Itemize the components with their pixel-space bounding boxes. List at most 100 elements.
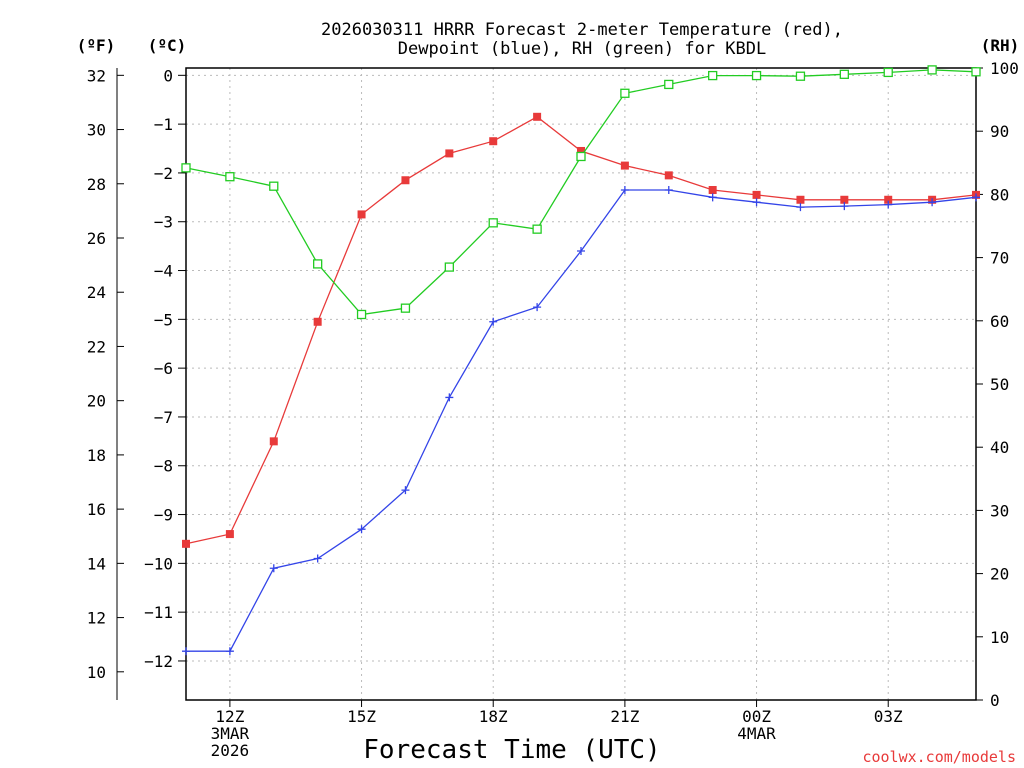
celsius-tick-label: −5 — [154, 310, 173, 329]
celsius-tick-label: −10 — [144, 554, 173, 573]
celsius-tick-label: −9 — [154, 506, 173, 525]
celsius-tick-label: −1 — [154, 115, 173, 134]
celsius-tick-label: −11 — [144, 603, 173, 622]
fahrenheit-tick-label: 32 — [87, 66, 106, 85]
dewpoint-marker — [182, 647, 190, 656]
dewpoint-marker — [796, 203, 805, 212]
fahrenheit-tick-label: 26 — [87, 229, 106, 248]
rh-marker — [971, 67, 981, 77]
rh-tick-label: 50 — [990, 375, 1009, 394]
rh-marker — [751, 70, 762, 81]
celsius-tick-label: −2 — [154, 164, 173, 183]
dewpoint-marker — [225, 647, 234, 656]
rh-tick-label: 60 — [990, 312, 1009, 331]
rh-tick-label: 100 — [990, 59, 1019, 78]
fahrenheit-unit-label: (ºF) — [77, 36, 116, 55]
dewpoint-line — [186, 189, 977, 652]
rh-marker — [576, 151, 586, 162]
dewpoint-marker — [972, 193, 980, 202]
rh-marker — [269, 181, 279, 191]
temperature-marker — [401, 176, 410, 185]
celsius-tick-label: −7 — [154, 408, 173, 427]
temperature-line — [185, 116, 977, 545]
x-axis-label: Forecast Time (UTC) — [363, 735, 660, 765]
fahrenheit-tick-label: 28 — [87, 175, 106, 194]
rh-marker — [356, 309, 367, 320]
rh-tick-label: 80 — [990, 185, 1009, 204]
celsius-tick-label: −4 — [154, 262, 173, 281]
credit-text: coolwx.com/models — [862, 748, 1016, 766]
fahrenheit-tick-label: 10 — [87, 663, 106, 682]
rh-unit-label: (RH) — [981, 36, 1020, 55]
dewpoint-marker — [445, 393, 454, 402]
rh-tick-label: 70 — [990, 249, 1009, 268]
temperature-marker — [620, 161, 629, 170]
rh-marker — [181, 163, 191, 173]
temperature-marker — [533, 112, 542, 121]
series-layer — [181, 65, 981, 656]
temperature-marker — [664, 171, 673, 180]
rh-marker — [225, 172, 235, 182]
rh-line — [185, 69, 977, 316]
rh-marker — [708, 70, 718, 81]
rh-marker — [620, 88, 630, 98]
dewpoint-marker — [357, 525, 366, 534]
temperature-marker — [225, 530, 234, 539]
rh-marker — [313, 259, 323, 269]
x-tick-label: 12Z — [215, 707, 244, 726]
celsius-tick-label: −6 — [154, 359, 173, 378]
chart-title-line-2: Dewpoint (blue), RH (green) for KBDL — [398, 39, 766, 59]
temperature-marker — [445, 149, 454, 158]
gridlines — [186, 68, 976, 700]
dewpoint-marker — [752, 198, 761, 207]
dewpoint-marker — [708, 193, 717, 202]
x-tick-label: 2026 — [211, 741, 250, 760]
rh-marker — [927, 65, 937, 75]
chart-title-line-1: 2026030311 HRRR Forecast 2-meter Tempera… — [321, 20, 843, 40]
temperature-marker — [884, 195, 893, 204]
dewpoint-marker — [620, 186, 629, 195]
temperature-marker — [313, 317, 322, 326]
x-tick-label: 3MAR — [211, 724, 250, 743]
rh-tick-label: 40 — [990, 438, 1009, 457]
dewpoint-marker — [401, 486, 410, 495]
rh-tick-label: 0 — [990, 691, 1000, 710]
fahrenheit-tick-label: 30 — [87, 121, 106, 140]
dewpoint-marker — [884, 200, 893, 209]
fahrenheit-tick-label: 16 — [87, 500, 106, 519]
dewpoint-marker — [664, 186, 673, 195]
dewpoint-marker — [269, 564, 278, 573]
x-tick-label: 18Z — [479, 707, 508, 726]
temperature-marker — [752, 190, 761, 199]
rh-tick-label: 30 — [990, 501, 1009, 520]
temperature-marker — [182, 539, 190, 548]
x-tick-label: 21Z — [610, 707, 639, 726]
celsius-tick-label: −3 — [154, 213, 173, 232]
rh-marker — [444, 262, 454, 272]
x-tick-label: 03Z — [874, 707, 903, 726]
dewpoint-marker — [840, 202, 849, 211]
temperature-marker — [708, 186, 717, 195]
dewpoint-marker — [577, 247, 585, 256]
fahrenheit-tick-label: 24 — [87, 283, 106, 302]
dewpoint-marker — [313, 554, 322, 563]
rh-marker — [532, 224, 542, 234]
dewpoint-marker — [533, 303, 542, 312]
rh-tick-label: 20 — [990, 565, 1009, 584]
x-tick-label: 4MAR — [737, 724, 776, 743]
temperature-marker — [840, 195, 849, 204]
x-tick-label: 15Z — [347, 707, 376, 726]
rh-marker — [883, 67, 893, 78]
plot-frame — [185, 67, 977, 701]
rh-marker — [839, 69, 849, 79]
temperature-marker — [269, 437, 278, 446]
celsius-unit-label: (ºC) — [148, 36, 187, 55]
temperature-marker — [489, 137, 498, 146]
rh-tick-label: 90 — [990, 122, 1009, 141]
temperature-marker — [577, 146, 585, 155]
rh-marker — [400, 303, 411, 313]
celsius-tick-label: −12 — [144, 652, 173, 671]
dewpoint-marker — [928, 198, 937, 207]
temperature-marker — [796, 195, 805, 204]
